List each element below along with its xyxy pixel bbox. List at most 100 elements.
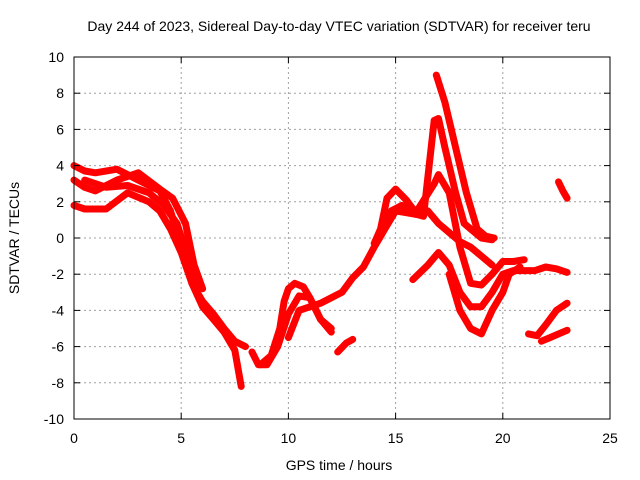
data-point: [179, 238, 186, 245]
data-point: [282, 294, 289, 301]
data-point: [384, 195, 391, 202]
data-point: [431, 117, 438, 124]
data-point: [165, 222, 172, 229]
data-point: [304, 291, 311, 298]
data-point: [437, 83, 444, 90]
data-point: [181, 242, 188, 249]
data-point: [561, 191, 568, 198]
series-trace-n: [537, 326, 571, 345]
data-point: [460, 216, 467, 223]
data-point: [128, 183, 135, 190]
data-point: [465, 272, 472, 279]
data-point: [223, 328, 230, 335]
data-point: [441, 182, 448, 189]
data-point: [328, 294, 335, 301]
data-point: [454, 197, 461, 204]
data-point: [551, 332, 558, 339]
data-point: [150, 181, 157, 188]
data-point: [182, 245, 189, 252]
data-point: [281, 298, 288, 305]
data-point: [481, 323, 488, 330]
data-point: [426, 187, 433, 194]
data-point: [453, 295, 460, 302]
data-point: [439, 91, 446, 98]
series-markers: [375, 171, 528, 289]
data-point: [283, 289, 290, 296]
data-point: [156, 186, 163, 193]
data-point: [131, 171, 138, 178]
data-point: [459, 311, 466, 318]
data-point: [117, 175, 124, 182]
data-point: [452, 291, 459, 298]
data-point: [141, 174, 148, 181]
data-point: [453, 193, 460, 200]
data-point: [555, 178, 562, 185]
data-point: [497, 274, 504, 281]
data-point: [135, 186, 142, 193]
x-axis-label: GPS time / hours: [286, 457, 393, 473]
data-point: [250, 352, 257, 359]
data-point: [118, 194, 125, 201]
data-point: [456, 244, 463, 251]
data-point: [135, 194, 142, 201]
data-point: [491, 285, 498, 292]
data-point: [521, 256, 528, 263]
data-point: [564, 195, 571, 202]
data-point: [378, 228, 385, 235]
data-point: [416, 204, 423, 211]
y-tick-label: -4: [52, 302, 65, 318]
data-point: [231, 338, 238, 345]
data-point: [269, 348, 276, 355]
series-markers: [555, 178, 571, 202]
data-point: [155, 197, 162, 204]
chart-title: Day 244 of 2023, Sidereal Day-to-day VTE…: [87, 18, 590, 34]
data-point: [273, 337, 280, 344]
data-point: [495, 296, 502, 303]
data-point: [92, 187, 99, 194]
data-point: [553, 265, 560, 272]
series-trace-h: [370, 115, 496, 247]
y-tick-label: -8: [52, 375, 65, 391]
data-point: [467, 325, 474, 332]
data-point: [493, 300, 500, 307]
data-point: [184, 253, 191, 260]
data-point: [504, 274, 511, 281]
data-point: [144, 176, 151, 183]
data-point: [205, 304, 211, 311]
data-point: [480, 327, 487, 334]
data-point: [286, 330, 293, 337]
data-point: [117, 168, 124, 175]
data-point: [226, 331, 233, 338]
data-point: [431, 180, 438, 187]
series-markers: [81, 177, 202, 292]
data-point: [328, 325, 335, 332]
data-point: [124, 189, 131, 196]
data-point: [313, 309, 320, 316]
data-point: [253, 358, 260, 365]
data-point: [185, 256, 192, 263]
data-point: [502, 282, 509, 289]
data-point: [81, 177, 88, 184]
data-point: [178, 235, 185, 241]
data-point: [291, 319, 298, 326]
data-point: [459, 252, 466, 259]
data-point: [310, 302, 317, 309]
data-point: [437, 175, 444, 182]
series-markers: [538, 327, 571, 345]
data-point: [197, 294, 204, 301]
data-point: [324, 296, 331, 303]
data-point: [296, 307, 303, 314]
data-point: [302, 287, 309, 294]
data-point: [443, 258, 450, 265]
data-point: [491, 235, 498, 241]
data-point: [564, 269, 571, 276]
data-point: [420, 197, 427, 204]
data-point: [331, 292, 338, 299]
data-point: [435, 171, 442, 178]
data-point: [499, 271, 506, 278]
data-point: [410, 206, 417, 213]
y-tick-label: 8: [56, 85, 64, 101]
data-point: [194, 282, 201, 289]
data-point: [176, 245, 183, 252]
data-point: [167, 211, 174, 218]
